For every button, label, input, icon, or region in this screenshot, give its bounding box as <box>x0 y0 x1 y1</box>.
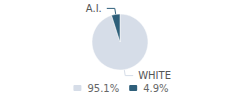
svg-text:WHITE: WHITE <box>138 70 171 81</box>
svg-text:A.I.: A.I. <box>86 3 102 14</box>
svg-text:95.1%: 95.1% <box>87 83 119 94</box>
svg-text:4.9%: 4.9% <box>143 83 168 94</box>
